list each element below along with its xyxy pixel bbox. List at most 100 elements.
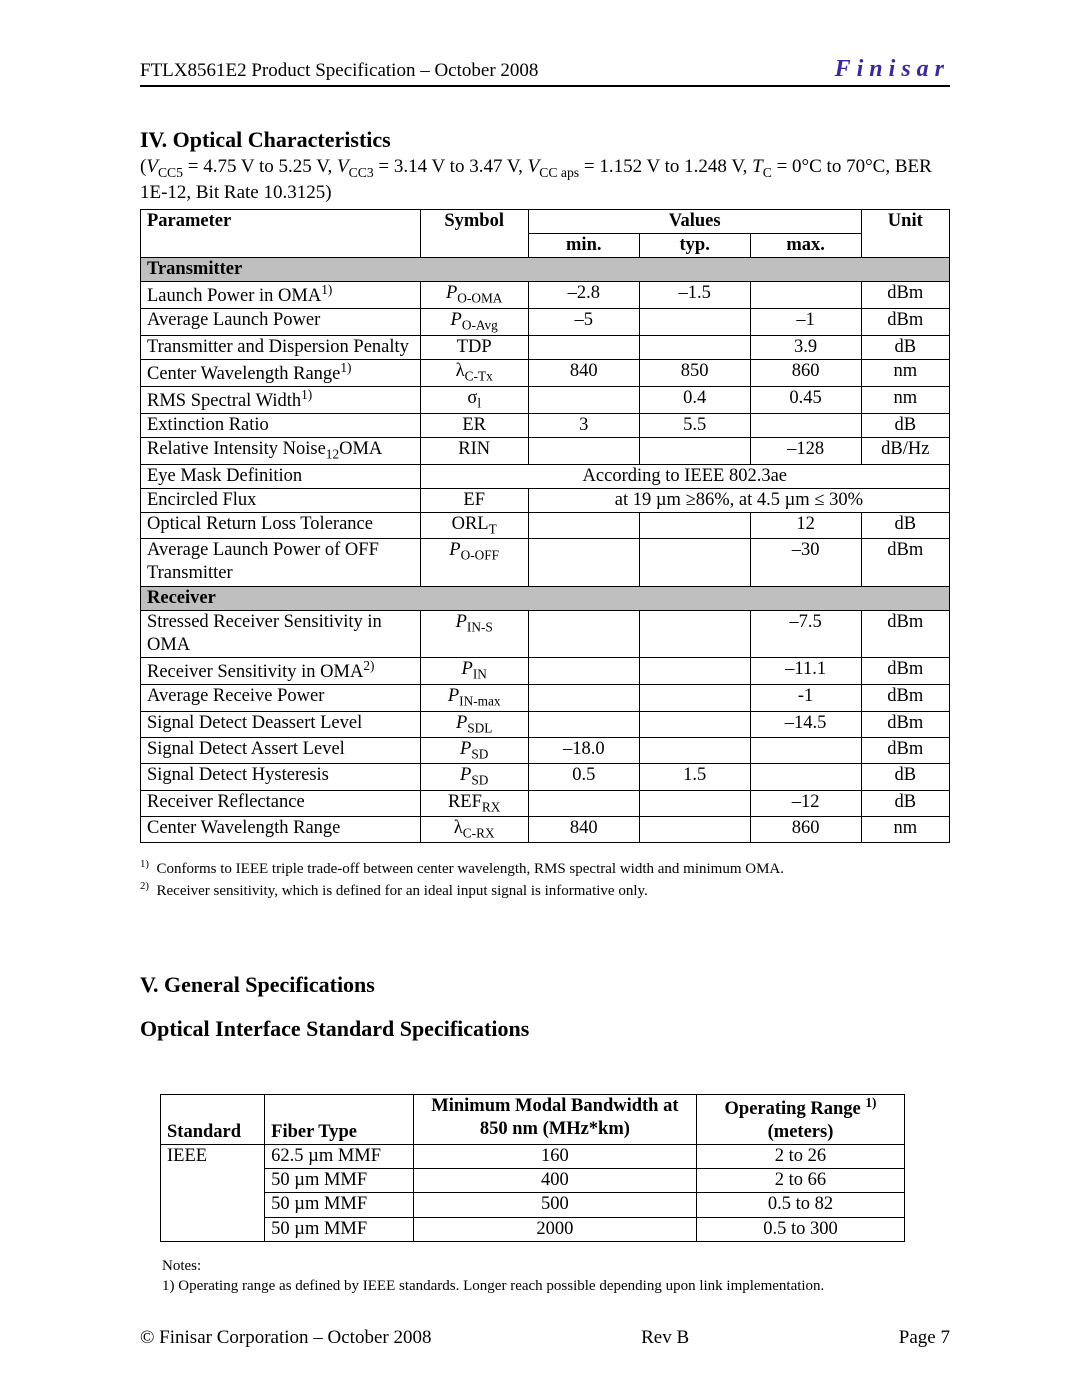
cell-unit: nm	[861, 359, 949, 386]
cell-typ	[639, 711, 750, 737]
table-row: Signal Detect HysteresisPSD0.51.5dB	[141, 764, 950, 790]
cell-unit: dBm	[861, 657, 949, 684]
col-values: Values	[528, 209, 861, 233]
cell-symbol: PO-OFF	[420, 539, 528, 586]
cell-typ: 1.5	[639, 764, 750, 790]
cell-range: 0.5 to 82	[696, 1193, 904, 1217]
cell-min	[528, 438, 639, 464]
table-row: Extinction RatioER35.5dB	[141, 414, 950, 438]
cell-parameter: Signal Detect Hysteresis	[141, 764, 421, 790]
cell-symbol: σl	[420, 387, 528, 414]
section-5-subtitle: Optical Interface Standard Specification…	[140, 1016, 950, 1042]
col-symbol: Symbol	[420, 209, 528, 257]
section-4-conditions: (VCC5 = 4.75 V to 5.25 V, VCC3 = 3.14 V …	[140, 155, 950, 205]
cell-parameter: Signal Detect Assert Level	[141, 737, 421, 763]
table-row: Stressed Receiver Sensitivity in OMAPIN-…	[141, 610, 950, 657]
cell-parameter: Transmitter and Dispersion Penalty	[141, 335, 421, 359]
cell-fiber-type: 62.5 µm MMF	[265, 1145, 414, 1169]
cell-typ: 0.4	[639, 387, 750, 414]
brand-logo-text: Finisar	[835, 56, 950, 83]
cell-symbol: PIN-S	[420, 610, 528, 657]
notes-label: Notes:	[162, 1256, 950, 1276]
interface-standards-table: Standard Fiber Type Minimum Modal Bandwi…	[160, 1094, 905, 1242]
table-row: Optical Return Loss ToleranceORLT12dB	[141, 513, 950, 539]
cell-parameter: RMS Spectral Width1)	[141, 387, 421, 414]
cell-typ	[639, 309, 750, 335]
cell-symbol: PIN	[420, 657, 528, 684]
cell-typ: 5.5	[639, 414, 750, 438]
cell-unit: dBm	[861, 685, 949, 711]
cell-min	[528, 657, 639, 684]
cell-unit: dB	[861, 513, 949, 539]
table-row: 50 µm MMF4002 to 66	[161, 1169, 905, 1193]
cell-min: 840	[528, 359, 639, 386]
col-fiber-type: Fiber Type	[265, 1094, 414, 1144]
cell-bandwidth: 400	[414, 1169, 697, 1193]
cell-max	[750, 282, 861, 309]
cell-parameter: Extinction Ratio	[141, 414, 421, 438]
cell-min	[528, 610, 639, 657]
cell-unit: dBm	[861, 539, 949, 586]
table-row: IEEE62.5 µm MMF1602 to 26	[161, 1145, 905, 1169]
cell-symbol: λC-RX	[420, 816, 528, 842]
table-row: Center Wavelength Range1)λC-Tx840850860n…	[141, 359, 950, 386]
cell-min: 3	[528, 414, 639, 438]
cell-typ	[639, 335, 750, 359]
cell-max: –1	[750, 309, 861, 335]
cell-bandwidth: 500	[414, 1193, 697, 1217]
cell-max	[750, 737, 861, 763]
cell-parameter: Center Wavelength Range	[141, 816, 421, 842]
col-operating-range: Operating Range 1) (meters)	[696, 1094, 904, 1144]
table-row: 50 µm MMF5000.5 to 82	[161, 1193, 905, 1217]
col-typ: typ.	[639, 233, 750, 257]
cell-range: 2 to 66	[696, 1169, 904, 1193]
cell-unit: nm	[861, 816, 949, 842]
cell-typ	[639, 737, 750, 763]
table-row: Average Receive PowerPIN-max-1dBm	[141, 685, 950, 711]
cell-typ: 850	[639, 359, 750, 386]
cell-unit: dB	[861, 790, 949, 816]
table-row: Receiver Sensitivity in OMA2)PIN–11.1dBm	[141, 657, 950, 684]
col-unit: Unit	[861, 209, 949, 257]
cell-unit: dBm	[861, 309, 949, 335]
cell-symbol: RIN	[420, 438, 528, 464]
page-footer: © Finisar Corporation – October 2008 Rev…	[140, 1327, 950, 1349]
cell-unit: dB/Hz	[861, 438, 949, 464]
footer-center: Rev B	[641, 1327, 689, 1349]
cell-typ	[639, 513, 750, 539]
cell-min: –18.0	[528, 737, 639, 763]
cell-symbol: PSDL	[420, 711, 528, 737]
cell-min	[528, 539, 639, 586]
cell-parameter: Average Receive Power	[141, 685, 421, 711]
cell-min: –5	[528, 309, 639, 335]
cell-symbol: PSD	[420, 737, 528, 763]
cell-spanning-note: According to IEEE 802.3ae	[420, 464, 949, 488]
cell-parameter: Center Wavelength Range1)	[141, 359, 421, 386]
table-row: Relative Intensity Noise12OMARIN–128dB/H…	[141, 438, 950, 464]
cell-range: 2 to 26	[696, 1145, 904, 1169]
table-row: Transmitter and Dispersion PenaltyTDP3.9…	[141, 335, 950, 359]
footer-left: © Finisar Corporation – October 2008	[140, 1327, 431, 1349]
col-parameter: Parameter	[141, 209, 421, 257]
cell-parameter: Relative Intensity Noise12OMA	[141, 438, 421, 464]
cell-unit: dBm	[861, 610, 949, 657]
table-row: Center Wavelength RangeλC-RX840860nm	[141, 816, 950, 842]
cell-max: –14.5	[750, 711, 861, 737]
cell-unit: dB	[861, 414, 949, 438]
cell-unit: nm	[861, 387, 949, 414]
table-section-header: Receiver	[141, 586, 950, 610]
cell-typ	[639, 610, 750, 657]
table-row: Signal Detect Deassert LevelPSDL–14.5dBm	[141, 711, 950, 737]
col-min: min.	[528, 233, 639, 257]
cell-max: –12	[750, 790, 861, 816]
cell-max: –30	[750, 539, 861, 586]
cell-min	[528, 685, 639, 711]
cell-min	[528, 711, 639, 737]
table-row: Average Launch PowerPO-Avg–5–1dBm	[141, 309, 950, 335]
col-modal-bandwidth: Minimum Modal Bandwidth at 850 nm (MHz*k…	[414, 1094, 697, 1144]
cell-parameter: Stressed Receiver Sensitivity in OMA	[141, 610, 421, 657]
cell-max: -1	[750, 685, 861, 711]
cell-parameter: Receiver Reflectance	[141, 790, 421, 816]
cell-typ	[639, 685, 750, 711]
cell-spanning-note: at 19 µm ≥86%, at 4.5 µm ≤ 30%	[528, 488, 949, 512]
